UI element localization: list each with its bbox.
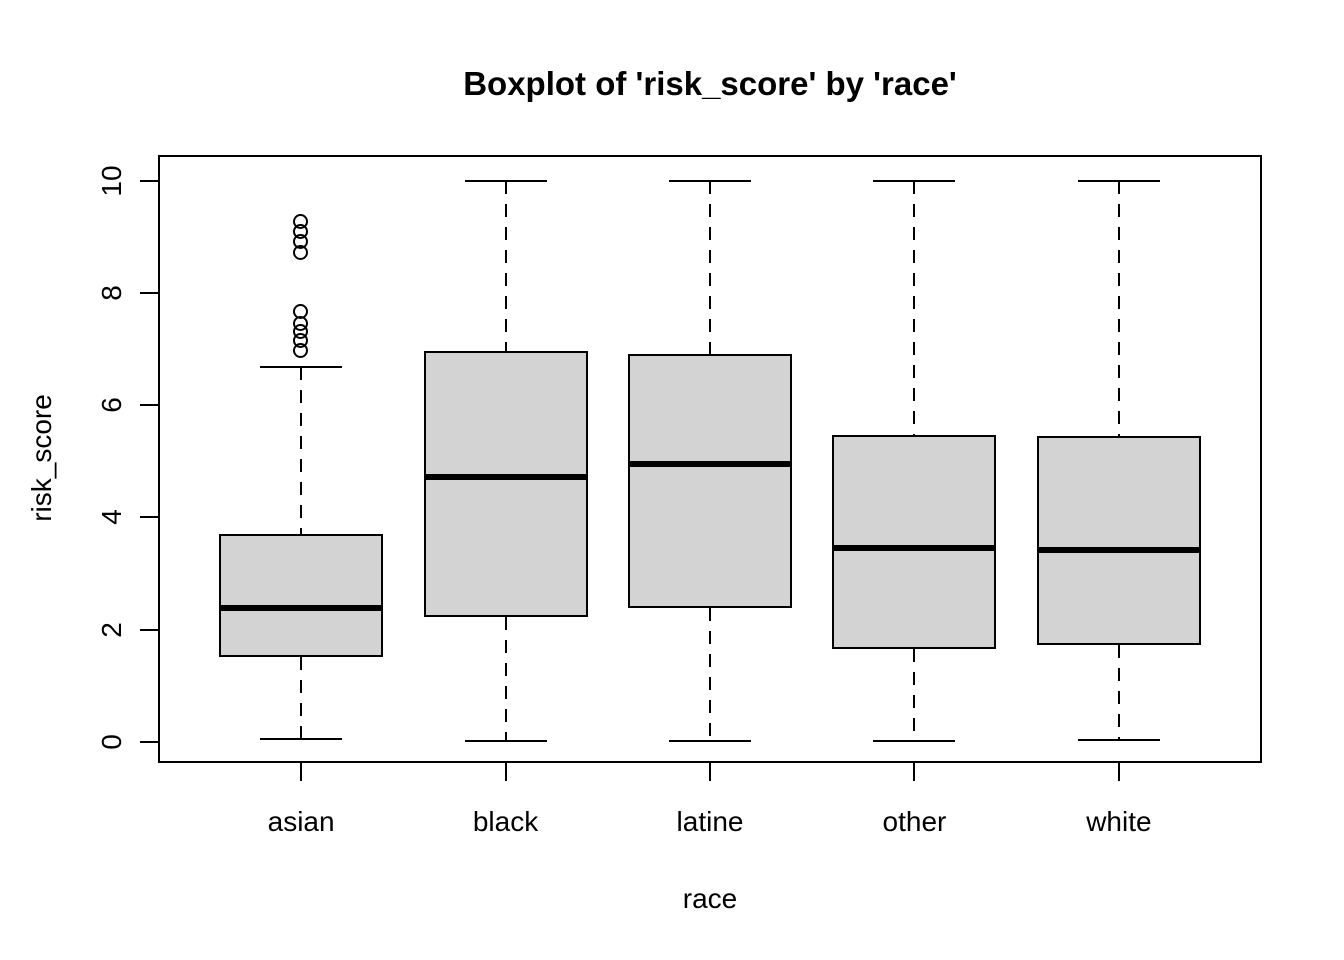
whisker-lower-other	[913, 648, 916, 741]
y-tick-label: 6	[96, 397, 127, 413]
whisker-cap-lower-latine	[669, 739, 751, 742]
x-tick-label-latine: latine	[676, 806, 744, 837]
whisker-cap-lower-black	[464, 739, 547, 742]
box-other	[832, 434, 997, 649]
y-axis-tick	[140, 628, 158, 631]
y-axis-tick	[140, 740, 158, 743]
y-axis-tick	[140, 179, 158, 182]
box-asian	[219, 533, 384, 657]
x-axis-title: race	[682, 883, 738, 914]
y-tick-label: 10	[96, 165, 127, 197]
x-tick-label-asian: asian	[267, 806, 335, 837]
whisker-cap-upper-other	[873, 179, 956, 182]
y-tick-label: 2	[96, 621, 127, 638]
y-axis-title: risk_score	[26, 394, 57, 522]
box-white	[1036, 436, 1201, 646]
whisker-cap-lower-white	[1077, 739, 1160, 741]
chart-title: Boxplot of 'risk_score' by 'race'	[463, 65, 957, 102]
whisker-lower-white	[1117, 645, 1120, 740]
median-latine	[628, 461, 792, 468]
whisker-lower-black	[504, 617, 507, 741]
median-other	[832, 544, 997, 551]
whisker-lower-latine	[709, 607, 711, 741]
y-tick-label: 4	[96, 509, 127, 526]
median-white	[1036, 546, 1201, 553]
outlier-asian	[293, 214, 309, 230]
y-axis-tick	[140, 516, 158, 519]
whisker-upper-white	[1117, 180, 1120, 436]
x-axis-tick	[504, 763, 507, 781]
x-axis-tick	[913, 763, 916, 781]
whisker-cap-upper-asian	[260, 366, 343, 368]
x-tick-label-white: white	[1086, 806, 1152, 837]
x-axis-tick	[1117, 763, 1120, 781]
outlier-asian	[293, 304, 309, 320]
y-axis-tick	[140, 291, 158, 294]
whisker-cap-upper-black	[464, 179, 547, 182]
box-black	[423, 351, 588, 618]
whisker-cap-lower-other	[873, 739, 956, 742]
whisker-upper-latine	[709, 180, 711, 355]
y-tick-label: 8	[96, 285, 127, 301]
y-tick-label: 0	[96, 733, 127, 750]
whisker-cap-upper-latine	[669, 179, 751, 182]
median-black	[423, 473, 588, 480]
y-axis-tick	[140, 404, 158, 407]
whisker-cap-upper-white	[1077, 179, 1160, 182]
whisker-upper-other	[913, 180, 916, 435]
x-tick-label-other: other	[882, 806, 947, 837]
whisker-lower-asian	[300, 656, 303, 740]
whisker-upper-black	[504, 180, 507, 352]
x-axis-tick	[709, 763, 711, 781]
whisker-cap-lower-asian	[260, 738, 343, 741]
x-axis-tick	[300, 763, 303, 781]
box-latine	[628, 354, 792, 608]
median-asian	[219, 605, 384, 612]
x-tick-label-black: black	[472, 806, 539, 837]
whisker-upper-asian	[300, 367, 303, 534]
